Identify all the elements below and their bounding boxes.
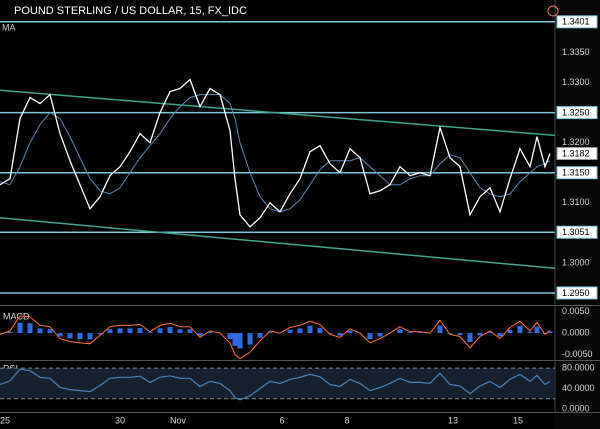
legend-label: MACD (3, 311, 30, 321)
y-tick-label: 1.3350 (562, 47, 590, 57)
histogram-bar (107, 329, 113, 334)
last-price-box (556, 146, 598, 160)
histogram-bar (407, 332, 413, 334)
histogram-bar (232, 333, 238, 346)
histogram-bar (337, 333, 343, 336)
y-tick-label: 0.0000 (562, 327, 590, 337)
level-box (556, 286, 598, 300)
trendline (0, 217, 556, 270)
last-price-label: 1.3182 (562, 148, 590, 158)
y-tick-label: 40.0000 (562, 383, 595, 393)
histogram-bar (287, 329, 293, 334)
histogram-bar (347, 330, 353, 334)
level-box (556, 225, 598, 239)
histogram-bar (327, 333, 333, 334)
histogram-bar (467, 333, 473, 343)
legend-label: MA (2, 22, 16, 32)
histogram-bar (547, 331, 553, 334)
histogram-bar (17, 322, 23, 334)
price-axis-bg (555, 0, 600, 429)
y-tick-label: 1.3000 (562, 257, 590, 267)
price-line (0, 78, 551, 228)
histogram-bar (487, 331, 493, 334)
x-tick-label: Nov (170, 415, 187, 425)
histogram-bar (297, 328, 303, 334)
histogram-bar (317, 327, 323, 334)
level-label: 1.3051 (562, 227, 590, 237)
histogram-bar (87, 333, 93, 340)
histogram-bar (497, 333, 503, 337)
histogram-bar (237, 333, 243, 349)
histogram-bar (67, 333, 73, 339)
histogram-bar (527, 331, 533, 334)
histogram-bar (187, 329, 193, 334)
macd-line (0, 315, 551, 360)
histogram-bar (307, 325, 313, 334)
histogram-bar (534, 326, 540, 334)
histogram-bar (207, 331, 213, 334)
rsi-line (0, 368, 551, 401)
level-box (556, 166, 598, 180)
level-label: 1.3150 (562, 168, 590, 178)
histogram-bar (7, 331, 13, 334)
chart-title: POUND STERLING / US DOLLAR, 15, FX_IDC (14, 5, 247, 17)
x-tick-label: 13 (448, 415, 458, 425)
histogram-bar (167, 327, 173, 334)
histogram-bar (117, 328, 123, 334)
histogram-bar (437, 325, 443, 334)
histogram-bar (37, 328, 43, 334)
level-label: 1.2950 (562, 288, 590, 298)
histogram-bar (417, 332, 423, 334)
histogram-bar (177, 329, 183, 334)
ma-line (0, 94, 551, 213)
level-box (556, 15, 598, 29)
histogram-bar (267, 331, 273, 334)
histogram-bar (367, 333, 373, 340)
level-label: 1.3250 (562, 107, 590, 117)
level-box (556, 106, 598, 120)
histogram-bar (147, 332, 153, 334)
histogram-bar (397, 329, 403, 334)
y-tick-label: 1.3300 (562, 77, 590, 87)
histogram-bar (227, 333, 233, 340)
alert-icon[interactable] (547, 5, 559, 17)
histogram-bar (377, 333, 383, 337)
trendline (0, 89, 556, 137)
histogram-bar (137, 327, 143, 334)
y-tick-label: -0.0050 (562, 349, 593, 359)
x-tick-label: 6 (279, 415, 284, 425)
histogram-bar (197, 333, 203, 336)
histogram-bar (157, 328, 163, 334)
histogram-bar (257, 333, 263, 338)
histogram-bar (127, 328, 133, 334)
histogram-bar (517, 325, 523, 334)
histogram-bar (457, 333, 463, 336)
level-label: 1.3401 (562, 17, 590, 27)
histogram-bar (27, 323, 33, 334)
y-tick-label: 0.0000 (562, 403, 590, 413)
x-tick-label: 8 (344, 415, 349, 425)
histogram-bar (247, 333, 253, 345)
y-tick-label: 1.3100 (562, 197, 590, 207)
histogram-bar (447, 333, 453, 334)
histogram-bar (77, 333, 83, 340)
y-tick-label: 1.3200 (562, 137, 590, 147)
histogram-bar (57, 333, 63, 337)
x-tick-label: 30 (115, 415, 125, 425)
histogram-bar (97, 333, 103, 335)
histogram-bar (507, 329, 513, 334)
x-tick-label: 15 (513, 415, 523, 425)
y-tick-label: 80.0000 (562, 363, 595, 373)
y-tick-label: 0.0050 (562, 306, 590, 316)
histogram-bar (477, 333, 483, 336)
histogram-bar (47, 329, 53, 334)
x-tick-label: 25 (0, 415, 10, 425)
